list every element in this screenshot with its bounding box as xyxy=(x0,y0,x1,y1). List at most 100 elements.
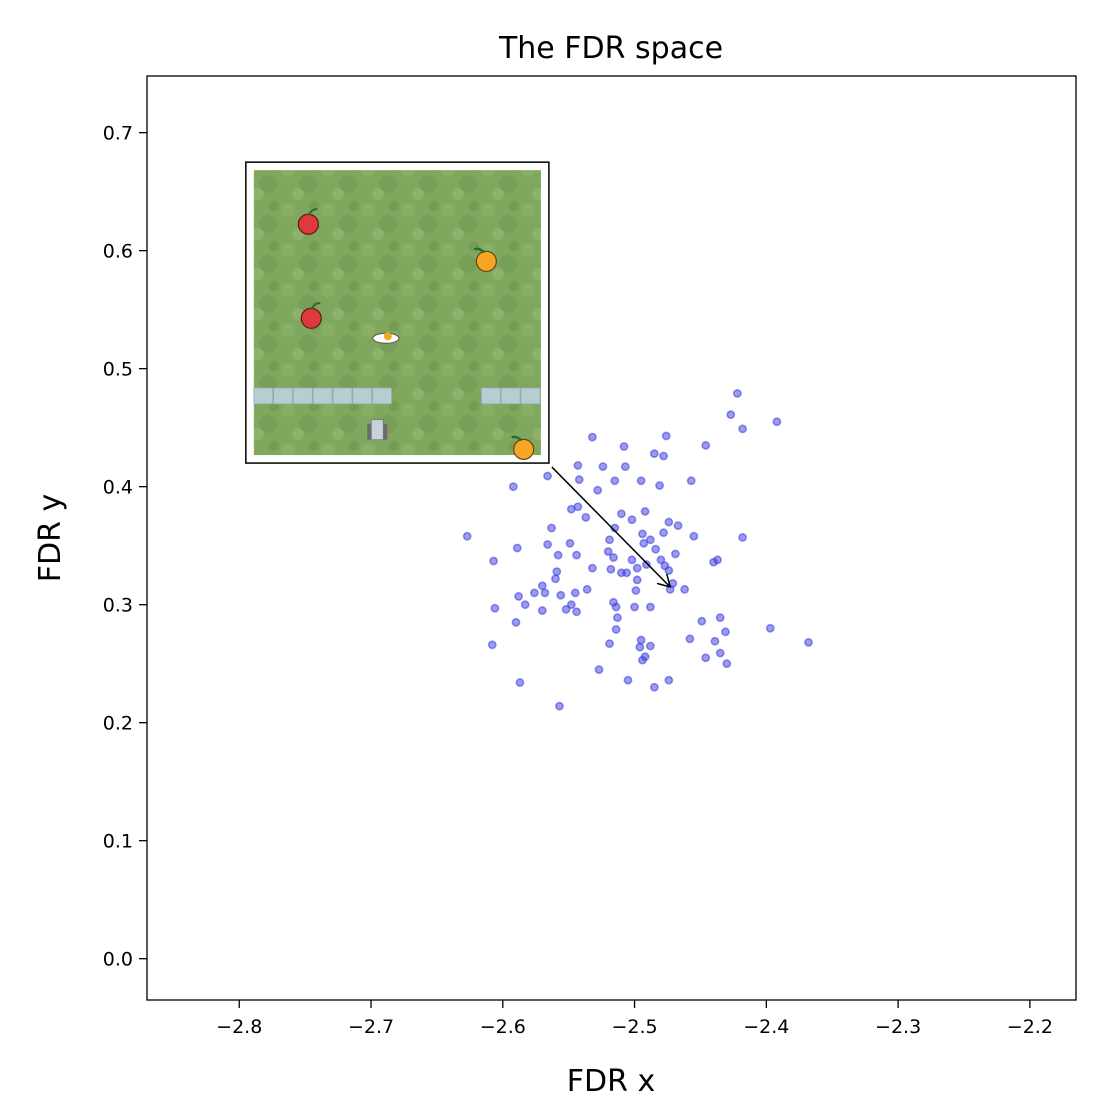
scatter-point xyxy=(606,564,616,574)
scatter-point xyxy=(565,538,575,548)
scatter-point xyxy=(566,504,576,514)
scatter-point xyxy=(572,607,581,617)
apple-icon xyxy=(297,208,319,235)
scatter-point xyxy=(640,507,650,516)
scatter-point xyxy=(701,653,711,663)
x-axis: −2.8 −2.7 −2.6 −2.5 −2.4 −2.3 −2.2 xyxy=(216,1000,1053,1038)
scatter-point xyxy=(543,471,552,481)
scatter-point xyxy=(765,623,775,633)
scatter-point xyxy=(603,547,613,556)
scatter-point xyxy=(715,648,725,658)
scatter-point xyxy=(520,600,530,610)
scatter-point xyxy=(649,449,659,459)
scatter-point xyxy=(551,574,560,584)
chart-title: The FDR space xyxy=(498,31,723,66)
scatter-point xyxy=(537,606,547,615)
scatter-point xyxy=(573,461,583,470)
scatter-point xyxy=(605,535,614,545)
scatter-point xyxy=(594,665,604,674)
scatter-point xyxy=(581,512,591,522)
scatter-point xyxy=(656,555,666,565)
scatter-point xyxy=(540,588,550,598)
scatter-point xyxy=(680,584,690,594)
scatter-point xyxy=(642,560,651,569)
annotation-arrow xyxy=(551,466,670,587)
scatter-point xyxy=(515,678,525,687)
scatter-point xyxy=(804,638,813,647)
scatter-point xyxy=(639,538,649,548)
y-axis: 0.0 0.1 0.2 0.3 0.4 0.5 0.6 0.7 xyxy=(103,123,147,971)
scatter-point xyxy=(689,531,699,541)
scatter-point xyxy=(664,566,674,575)
scatter-point xyxy=(638,529,647,539)
orange-icon xyxy=(473,247,497,272)
scatter-point xyxy=(636,476,646,486)
scatter-point xyxy=(552,567,562,577)
x-tick-label: −2.3 xyxy=(875,1016,921,1038)
scatter-point xyxy=(645,535,655,545)
scatter-point xyxy=(605,639,614,649)
scatter-point xyxy=(664,675,674,685)
scatter-point xyxy=(636,635,646,645)
wall-blocks xyxy=(253,387,541,405)
scatter-point xyxy=(710,636,720,646)
scatter-point xyxy=(627,515,637,525)
y-tick-label: 0.2 xyxy=(103,713,133,735)
scatter-point xyxy=(685,634,695,644)
scatter-point xyxy=(570,588,580,598)
y-tick-label: 0.4 xyxy=(103,477,133,499)
scatter-point xyxy=(616,509,626,519)
scatter-point xyxy=(587,432,597,442)
scatter-point xyxy=(537,581,547,591)
scatter-point xyxy=(611,625,621,634)
scatter-point xyxy=(738,533,748,542)
scatter-point xyxy=(713,555,722,565)
inset-grass xyxy=(253,170,541,456)
scatter-point xyxy=(697,616,707,626)
x-tick-label: −2.2 xyxy=(1007,1016,1053,1038)
scatter-point xyxy=(726,410,736,420)
scatter-point xyxy=(664,517,674,527)
scatter-point xyxy=(721,627,730,637)
scatter-point xyxy=(566,600,576,610)
scatter-point xyxy=(547,523,556,533)
scatter-point xyxy=(610,476,620,486)
x-tick-label: −2.4 xyxy=(743,1016,789,1038)
scatter-point xyxy=(632,575,642,585)
scatter-point xyxy=(635,642,645,652)
scatter-point xyxy=(487,640,497,650)
scatter-point xyxy=(508,482,518,492)
scatter-point xyxy=(671,549,680,559)
scatter-point xyxy=(715,613,725,623)
scatter-point xyxy=(530,588,539,598)
scatter-point xyxy=(686,476,696,486)
scatter-point xyxy=(620,462,630,472)
scatter-point xyxy=(645,641,655,651)
scatter-point xyxy=(611,602,621,612)
scatter-point xyxy=(772,417,782,427)
y-tick-label: 0.1 xyxy=(103,831,133,853)
scatter-point xyxy=(632,563,642,573)
scatter-point xyxy=(659,451,668,461)
scatter-point xyxy=(489,556,498,566)
scatter-point xyxy=(574,475,584,484)
x-tick-label: −2.6 xyxy=(480,1016,526,1038)
y-tick-label: 0.3 xyxy=(103,595,133,617)
scatter-point xyxy=(630,602,639,612)
scatter-point xyxy=(553,550,563,560)
scatter-point xyxy=(555,701,564,711)
scatter-point xyxy=(587,563,597,573)
y-tick-label: 0.6 xyxy=(103,241,133,263)
scatter-point xyxy=(651,544,661,554)
scatter-point xyxy=(572,550,581,560)
scatter-point xyxy=(631,586,641,595)
scatter-point xyxy=(511,617,521,627)
scatter-point xyxy=(543,540,552,549)
scatter-point xyxy=(622,568,632,578)
scatter-point xyxy=(659,528,668,538)
scatter-point xyxy=(738,424,748,434)
scatter-point xyxy=(732,389,742,398)
agent-icon xyxy=(367,419,388,441)
scatter-point xyxy=(638,655,647,665)
